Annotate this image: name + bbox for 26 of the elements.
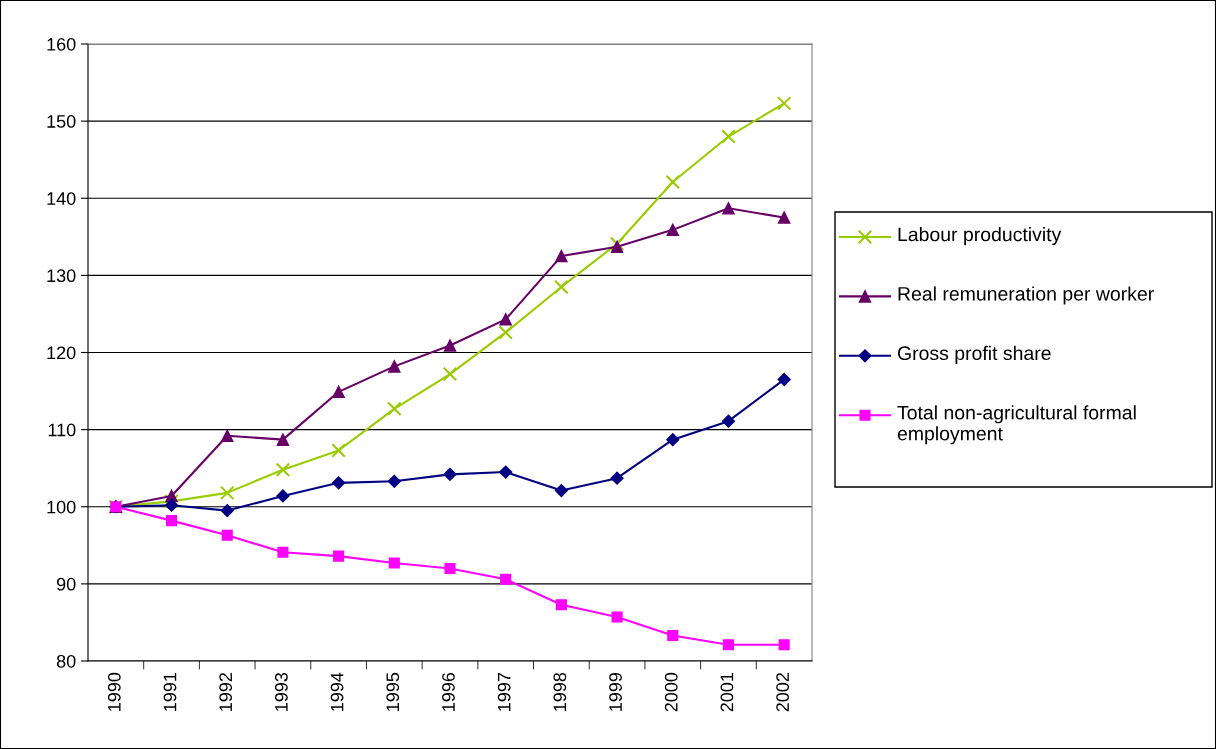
- x-tick-label: 2001: [720, 672, 734, 712]
- y-tick-label: 100: [47, 500, 76, 514]
- x-tick-label: 1999: [609, 672, 622, 711]
- x-tick-label: 1994: [330, 672, 344, 711]
- x-tick-label: 2002: [776, 673, 789, 712]
- x-tick-label: 1992: [219, 673, 233, 711]
- x-tick-label: 1998: [553, 672, 567, 711]
- x-tick-label: 1996: [442, 672, 455, 711]
- y-tick-label: 160: [47, 37, 76, 51]
- x-tick-label: 1993: [274, 672, 288, 711]
- y-tick-label: 80: [56, 654, 76, 668]
- y-tick-label: 130: [47, 269, 76, 283]
- legend-label: Real remuneration per worker: [898, 286, 1154, 305]
- x-tick-label: 1991: [163, 672, 177, 711]
- legend-label: Gross profit share: [897, 345, 1051, 364]
- y-tick-label: 140: [47, 192, 76, 205]
- y-tick-label: 150: [47, 115, 76, 128]
- x-tick-label: 1995: [386, 672, 400, 711]
- y-tick-label: 120: [47, 346, 76, 360]
- x-tick-label: 1997: [497, 673, 511, 711]
- y-tick-label: 90: [56, 577, 76, 591]
- x-tick-label: 1990: [107, 672, 121, 711]
- legend-label: Labour productivity: [898, 227, 1062, 246]
- legend-label: Total non-agricultural formal employment: [897, 405, 1136, 445]
- x-tick-label: 2000: [664, 672, 678, 712]
- y-tick-label: 110: [48, 423, 76, 437]
